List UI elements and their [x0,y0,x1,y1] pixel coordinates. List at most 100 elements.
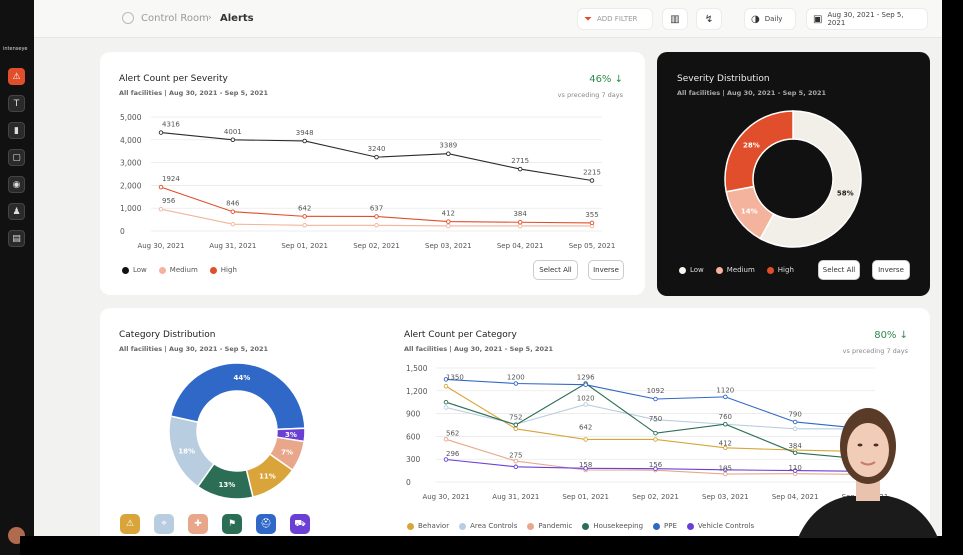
data-point[interactable] [792,419,798,425]
category-line-chart: 0 300 600 900 1,200 1,500 Aug 30, 2021 Aug 31, … [406,364,888,501]
data-point[interactable] [513,426,519,432]
date-range-picker[interactable]: ▣ Aug 30, 2021 - Sep 5, 2021 [806,8,928,30]
data-point[interactable] [517,219,523,225]
slice-high[interactable] [724,110,794,193]
data-point[interactable] [446,223,451,229]
legend-item-behavior[interactable]: Behavior [407,522,449,530]
legend-item-pandemic[interactable]: Pandemic [527,522,572,530]
x-tick-label: Sep 04, 2021 [497,242,544,250]
slice-area-controls[interactable] [168,415,216,488]
period-selector[interactable]: ◑ Daily [744,8,796,30]
vehicle-controls-icon[interactable]: ⛟ [290,514,310,534]
sidebar-item-docs[interactable]: ▤ [8,230,25,247]
sidebar-item-tools[interactable]: T [8,95,25,112]
export-button[interactable]: ▥ [662,8,688,30]
inverse-button[interactable]: Inverse [588,260,624,280]
sidebar-item-users[interactable]: ♟ [8,203,25,220]
data-point[interactable] [583,437,588,442]
y-tick-label: 0 [120,227,125,236]
data-point[interactable] [302,223,307,228]
legend-item-high[interactable]: High [766,266,794,274]
legend-label: High [220,266,237,274]
data-point[interactable] [302,214,307,219]
data-point[interactable] [723,421,728,427]
data-point[interactable] [653,396,658,402]
data-point[interactable] [653,430,658,436]
data-point[interactable] [443,399,449,405]
behavior-icon[interactable]: ⚠ [120,514,140,534]
data-point[interactable] [443,405,449,410]
data-point[interactable] [513,458,519,464]
slice-ppe[interactable] [169,362,306,431]
data-point[interactable] [446,219,451,224]
housekeeping-icon[interactable]: ⚑ [222,514,242,534]
slice-label: 58% [837,189,854,197]
select-all-button[interactable]: Select All [818,260,860,280]
data-point[interactable] [158,184,164,190]
data-point[interactable] [517,223,523,229]
data-point[interactable] [583,382,588,387]
data-point[interactable] [230,137,236,143]
select-all-button[interactable]: Select All [533,260,578,280]
data-point[interactable] [589,220,595,226]
data-point[interactable] [230,209,236,214]
data-point[interactable] [158,206,164,212]
legend-item-area-controls[interactable]: Area Controls [459,522,517,530]
presenter-image [798,408,938,538]
data-point[interactable] [374,214,379,219]
legend-item-low[interactable]: Low [679,266,704,274]
category-line-card: Alert Count per Category All facilities … [385,308,930,536]
data-point[interactable] [792,450,798,456]
legend-item-vehicle-controls[interactable]: Vehicle Controls [686,522,754,530]
data-point[interactable] [374,223,379,228]
sidebar-item-monitor[interactable]: ◉ [8,176,25,193]
data-point[interactable] [230,221,236,227]
change-subtitle: vs preceding 7 days [842,347,908,355]
data-point[interactable] [589,178,595,183]
data-point[interactable] [443,383,449,389]
data-point[interactable] [302,138,307,144]
data-point[interactable] [723,394,728,400]
sidebar-item-reports[interactable]: ▮ [8,122,25,139]
sidebar-item-alerts[interactable]: ⚠ [8,68,25,85]
data-point[interactable] [443,457,449,462]
legend-item-low[interactable]: Low [122,266,147,274]
data-point[interactable] [653,466,658,471]
legend-item-ppe[interactable]: PPE [653,522,677,530]
data-point[interactable] [158,130,164,135]
data-point[interactable] [583,402,588,407]
data-point[interactable] [723,471,728,477]
data-point[interactable] [513,381,519,386]
legend-item-high[interactable]: High [209,266,237,274]
x-tick-label: Aug 30, 2021 [137,242,184,250]
add-filter-button[interactable]: ⏷ ADD FILTER [577,8,653,30]
data-point[interactable] [446,151,451,156]
data-point[interactable] [583,466,588,471]
breadcrumb-control-room[interactable]: Control Room [141,13,209,24]
data-point[interactable] [513,464,519,470]
legend-item-medium[interactable]: Medium [158,266,198,274]
data-point[interactable] [517,166,523,172]
chevron-right-icon: › [208,13,212,23]
legend-item-housekeeping[interactable]: Housekeeping [582,522,643,530]
data-point[interactable] [443,437,449,442]
data-point[interactable] [653,417,658,422]
area-controls-icon[interactable]: ⌖ [154,514,174,534]
data-point[interactable] [513,422,519,428]
data-point[interactable] [723,445,728,451]
data-point[interactable] [443,377,449,382]
data-label: 3948 [296,129,314,137]
data-point[interactable] [792,468,798,473]
inverse-button[interactable]: Inverse [872,260,910,280]
data-point[interactable] [653,437,658,442]
slice-low[interactable] [759,110,862,248]
data-point[interactable] [792,426,798,432]
data-point[interactable] [723,467,728,473]
ppe-icon[interactable]: ⛑ [256,514,276,534]
legend-item-medium[interactable]: Medium [715,266,755,274]
legend-label: Area Controls [470,522,518,530]
pandemic-icon[interactable]: ✚ [188,514,208,534]
data-point[interactable] [374,154,379,160]
sidebar-item-cameras[interactable]: ▢ [8,149,25,166]
compare-button[interactable]: ↯ [696,8,722,30]
